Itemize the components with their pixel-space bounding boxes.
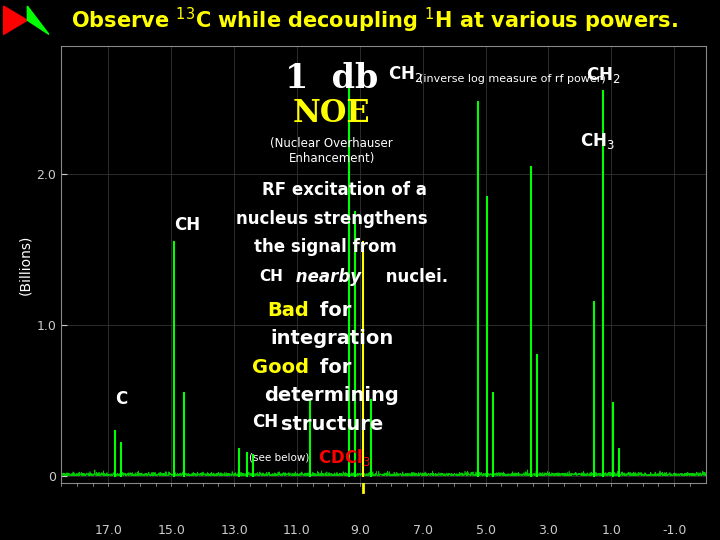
- Y-axis label: (Billions): (Billions): [18, 234, 32, 295]
- Polygon shape: [27, 6, 49, 35]
- Text: 7.0: 7.0: [413, 524, 433, 537]
- Text: structure: structure: [281, 415, 383, 434]
- Text: determining: determining: [264, 386, 399, 406]
- Polygon shape: [4, 6, 27, 35]
- Text: -1.0: -1.0: [662, 524, 686, 537]
- Text: 1  db: 1 db: [285, 62, 379, 95]
- Text: (inverse log measure of rf power): (inverse log measure of rf power): [419, 73, 606, 84]
- Text: 9.0: 9.0: [350, 524, 370, 537]
- Text: 5.0: 5.0: [476, 524, 495, 537]
- Text: 17.0: 17.0: [94, 524, 122, 537]
- Text: for: for: [312, 358, 351, 377]
- Text: Observe $^{13}$C while decoupling $^{1}$H at various powers.: Observe $^{13}$C while decoupling $^{1}$…: [71, 5, 678, 35]
- Text: 11.0: 11.0: [283, 524, 311, 537]
- Text: 1.0: 1.0: [601, 524, 621, 537]
- Text: CH: CH: [260, 269, 284, 285]
- Text: 13.0: 13.0: [220, 524, 248, 537]
- Text: (see below): (see below): [249, 452, 310, 462]
- Text: CH: CH: [252, 413, 278, 430]
- Text: CH$_2$: CH$_2$: [388, 64, 423, 84]
- Text: CH: CH: [174, 217, 200, 234]
- Text: NOE: NOE: [293, 98, 371, 129]
- Text: integration: integration: [270, 329, 393, 348]
- Text: RF excitation of a: RF excitation of a: [262, 181, 427, 199]
- Text: 3.0: 3.0: [539, 524, 559, 537]
- Text: nucleus strengthens: nucleus strengthens: [236, 210, 428, 228]
- Text: nearby: nearby: [290, 268, 361, 286]
- Text: for: for: [312, 301, 351, 320]
- Text: CDCl$_3$: CDCl$_3$: [312, 447, 371, 468]
- Text: the signal from: the signal from: [254, 238, 397, 256]
- Text: C: C: [114, 390, 127, 408]
- Text: Good: Good: [252, 358, 310, 377]
- Text: (Nuclear Overhauser
Enhancement): (Nuclear Overhauser Enhancement): [271, 137, 393, 165]
- Text: nuclei.: nuclei.: [380, 268, 449, 286]
- Text: Bad: Bad: [268, 301, 310, 320]
- Text: CH$_3$: CH$_3$: [580, 131, 615, 152]
- Text: CH$_2$: CH$_2$: [586, 65, 621, 85]
- Text: 15.0: 15.0: [157, 524, 185, 537]
